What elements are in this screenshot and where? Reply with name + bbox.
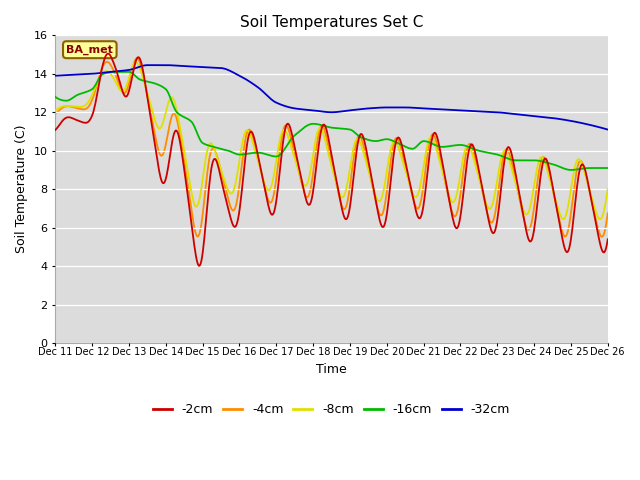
Title: Soil Temperatures Set C: Soil Temperatures Set C — [240, 15, 423, 30]
Legend: -2cm, -4cm, -8cm, -16cm, -32cm: -2cm, -4cm, -8cm, -16cm, -32cm — [148, 398, 515, 421]
X-axis label: Time: Time — [316, 363, 347, 376]
Y-axis label: Soil Temperature (C): Soil Temperature (C) — [15, 125, 28, 253]
Text: BA_met: BA_met — [67, 45, 113, 55]
